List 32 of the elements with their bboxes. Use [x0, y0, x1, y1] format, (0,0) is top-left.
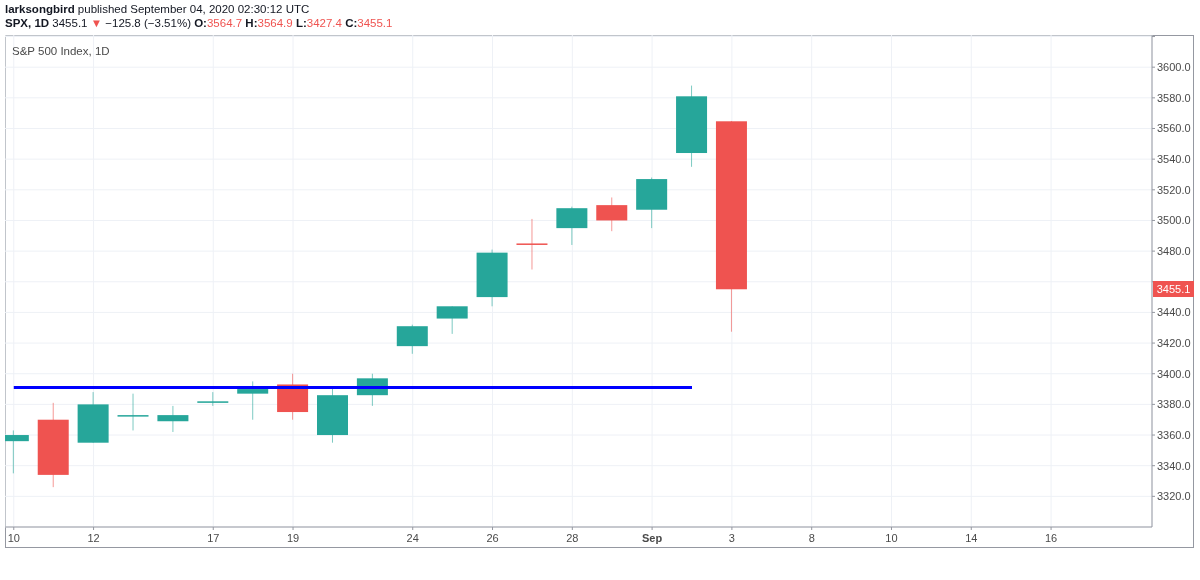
y-tick-label: 3580.0	[1157, 91, 1191, 104]
x-tick-label: Sep	[642, 532, 663, 544]
y-tick-label: 3440.0	[1157, 306, 1191, 319]
y-tick-label: 3320.0	[1157, 490, 1191, 503]
y-tick-label: 3400.0	[1157, 367, 1191, 380]
y-tick-label: 3340.0	[1157, 459, 1191, 472]
text: larksongbird published September 04, 2020 02:30:12 UTC	[5, 3, 310, 15]
y-tick-label: 3540.0	[1157, 153, 1191, 166]
chart-subtitle: SPX, 1D	[5, 17, 50, 29]
text: S&P 500 Index, 1D	[12, 45, 110, 57]
text: 3455.1 ▼ −125.8 (−3.51%) O:3564.7 H:3564.9 L:3427.4 C:3455.1	[52, 17, 393, 29]
x-tick-label: 24	[406, 532, 419, 544]
x-tick-label: 19	[286, 532, 300, 544]
y-tick-label: 3380.0	[1157, 398, 1191, 411]
x-tick-label: 10	[7, 532, 20, 544]
y-tick-label: 3420.0	[1157, 336, 1191, 349]
x-tick-label: 28	[566, 532, 579, 544]
x-tick-label: 10	[885, 532, 898, 544]
x-tick-label: 16	[1044, 532, 1058, 544]
x-tick-label: 14	[965, 532, 978, 544]
y-tick-label: 3500.0	[1157, 214, 1191, 227]
annotation: 3455.1	[1153, 281, 1194, 298]
x-tick-label: 8	[808, 532, 815, 544]
x-tick-label: 17	[207, 532, 220, 544]
x-tick-label: 3	[728, 532, 735, 544]
y-tick-label: 3560.0	[1157, 122, 1191, 135]
y-tick-label: 3360.0	[1157, 428, 1191, 441]
y-tick-label: 3480.0	[1157, 245, 1191, 258]
x-tick-label: 12	[87, 532, 100, 544]
y-tick-label: 3600.0	[1157, 61, 1191, 74]
y-tick-label: 3520.0	[1157, 183, 1191, 196]
x-tick-label: 26	[486, 532, 499, 544]
